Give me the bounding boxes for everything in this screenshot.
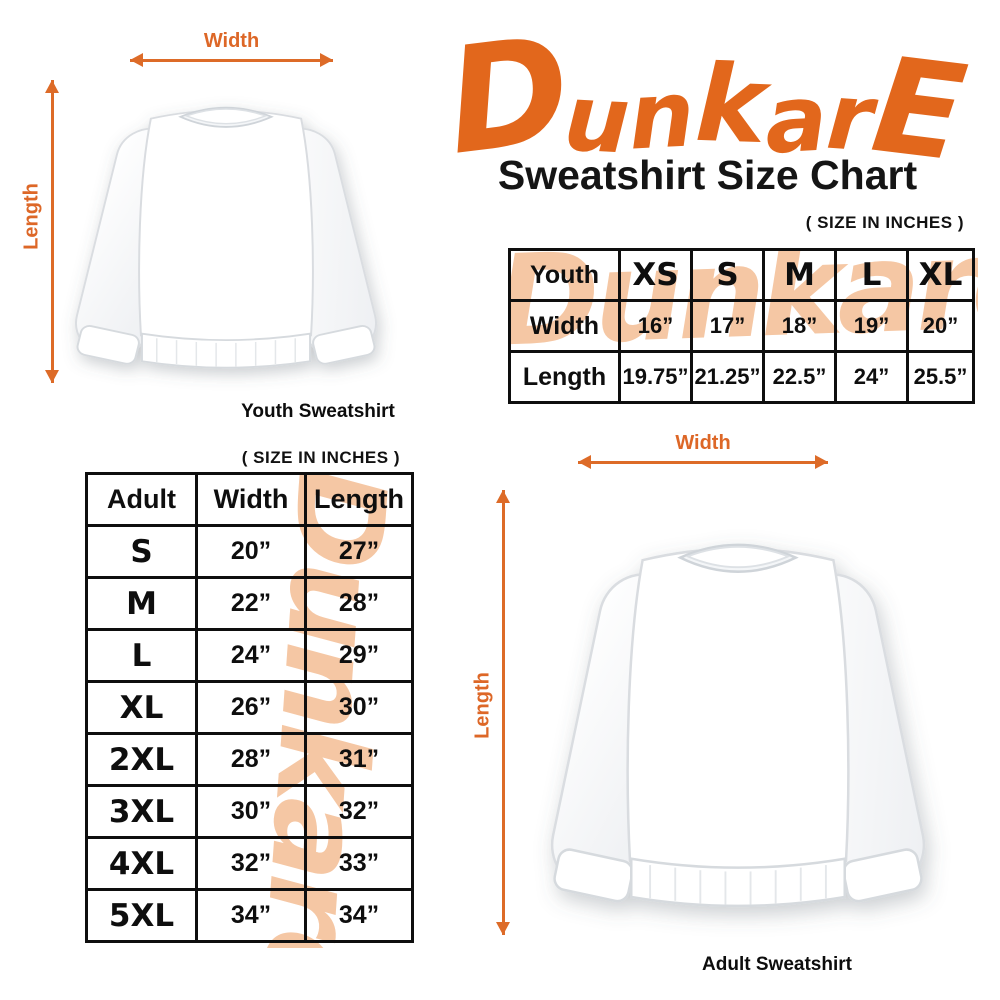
table-cell: 20” xyxy=(195,524,307,579)
table-cell: 34” xyxy=(195,888,307,943)
table-cell: 22” xyxy=(195,576,307,631)
table-row: L 24” 29” xyxy=(85,628,414,683)
youth-length-arrow-icon xyxy=(45,80,59,383)
table-cell: 21.25” xyxy=(690,350,765,404)
youth-sweatshirt-caption: Youth Sweatshirt xyxy=(241,401,395,422)
table-cell: Length xyxy=(508,350,621,404)
adult-width-arrow-icon xyxy=(578,455,828,469)
table-cell: 31” xyxy=(304,732,414,787)
table-cell: 18” xyxy=(762,299,837,353)
table-cell: 3XL xyxy=(85,784,198,839)
table-header-cell: M xyxy=(762,248,837,302)
logo-letter: n xyxy=(626,60,698,171)
logo-letter: k xyxy=(692,41,768,167)
table-cell: 25.5” xyxy=(906,350,975,404)
table-cell: 30” xyxy=(304,680,414,735)
table-cell: 28” xyxy=(304,576,414,631)
table-cell: 22.5” xyxy=(762,350,837,404)
table-header-cell: Width xyxy=(195,472,307,527)
table-cell: 5XL xyxy=(85,888,198,943)
table-row: Adult Width Length xyxy=(85,472,414,527)
adult-size-table: Adult Width Length S 20” 27” M 22” 28” L… xyxy=(85,472,414,943)
adult-sweatshirt-image xyxy=(550,543,926,908)
adult-size-table-wrap: Dunkare Adult Width Length S 20” 27” M 2… xyxy=(85,472,417,948)
youth-length-label: Length xyxy=(20,183,43,250)
logo-letter: D xyxy=(438,3,580,188)
adult-size-units-note: ( SIZE IN INCHES ) xyxy=(241,448,400,467)
table-row: 2XL 28” 31” xyxy=(85,732,414,787)
table-cell: 17” xyxy=(690,299,765,353)
table-cell: 2XL xyxy=(85,732,198,787)
table-cell: 33” xyxy=(304,836,414,891)
table-row: M 22” 28” xyxy=(85,576,414,631)
table-cell: 19.75” xyxy=(618,350,693,404)
adult-length-label: Length xyxy=(471,672,494,739)
table-cell: M xyxy=(85,576,198,631)
table-row: S 20” 27” xyxy=(85,524,414,579)
table-cell: 4XL xyxy=(85,836,198,891)
youth-size-table: Youth XS S M L XL Width 16” 17” 18” 19” … xyxy=(508,248,975,404)
table-cell: 29” xyxy=(304,628,414,683)
table-cell: S xyxy=(85,524,198,579)
table-header-cell: L xyxy=(834,248,909,302)
table-cell: 26” xyxy=(195,680,307,735)
table-cell: L xyxy=(85,628,198,683)
youth-width-label: Width xyxy=(203,30,260,52)
table-row: XL 26” 30” xyxy=(85,680,414,735)
table-cell: Width xyxy=(508,299,621,353)
table-header-cell: Length xyxy=(304,472,414,527)
table-header-cell: XL xyxy=(906,248,975,302)
table-cell: 32” xyxy=(304,784,414,839)
youth-sweatshirt-image xyxy=(75,106,377,369)
table-cell: 27” xyxy=(304,524,414,579)
table-cell: 32” xyxy=(195,836,307,891)
table-row: 4XL 32” 33” xyxy=(85,836,414,891)
table-cell: XL xyxy=(85,680,198,735)
table-cell: 30” xyxy=(195,784,307,839)
table-row: Width 16” 17” 18” 19” 20” xyxy=(508,299,975,353)
table-cell: 28” xyxy=(195,732,307,787)
table-cell: 20” xyxy=(906,299,975,353)
table-cell: 24” xyxy=(834,350,909,404)
brand-logo: D u n k a r E xyxy=(428,4,985,192)
table-row: Youth XS S M L XL xyxy=(508,248,975,302)
page-title: Sweatshirt Size Chart xyxy=(497,152,918,198)
table-cell: 34” xyxy=(304,888,414,943)
table-header-cell: S xyxy=(690,248,765,302)
youth-size-units-note: ( SIZE IN INCHES ) xyxy=(805,213,964,232)
logo-letter: a xyxy=(762,64,830,175)
youth-size-table-wrap: Dunkare Youth XS S M L XL Width 16” 17” … xyxy=(508,248,978,408)
table-cell: 24” xyxy=(195,628,307,683)
table-header-cell: Adult xyxy=(85,472,198,527)
adult-length-arrow-icon xyxy=(496,490,510,935)
table-row: Length 19.75” 21.25” 22.5” 24” 25.5” xyxy=(508,350,975,404)
table-row: 3XL 30” 32” xyxy=(85,784,414,839)
logo-letter: r xyxy=(823,62,877,173)
table-header-cell: Youth xyxy=(508,248,621,302)
table-row: 5XL 34” 34” xyxy=(85,888,414,943)
table-header-cell: XS xyxy=(618,248,693,302)
table-cell: 19” xyxy=(834,299,909,353)
table-cell: 16” xyxy=(618,299,693,353)
logo-letter: u xyxy=(560,64,632,175)
adult-sweatshirt-caption: Adult Sweatshirt xyxy=(702,954,852,975)
youth-width-arrow-icon xyxy=(130,53,333,67)
adult-width-label: Width xyxy=(675,432,731,454)
